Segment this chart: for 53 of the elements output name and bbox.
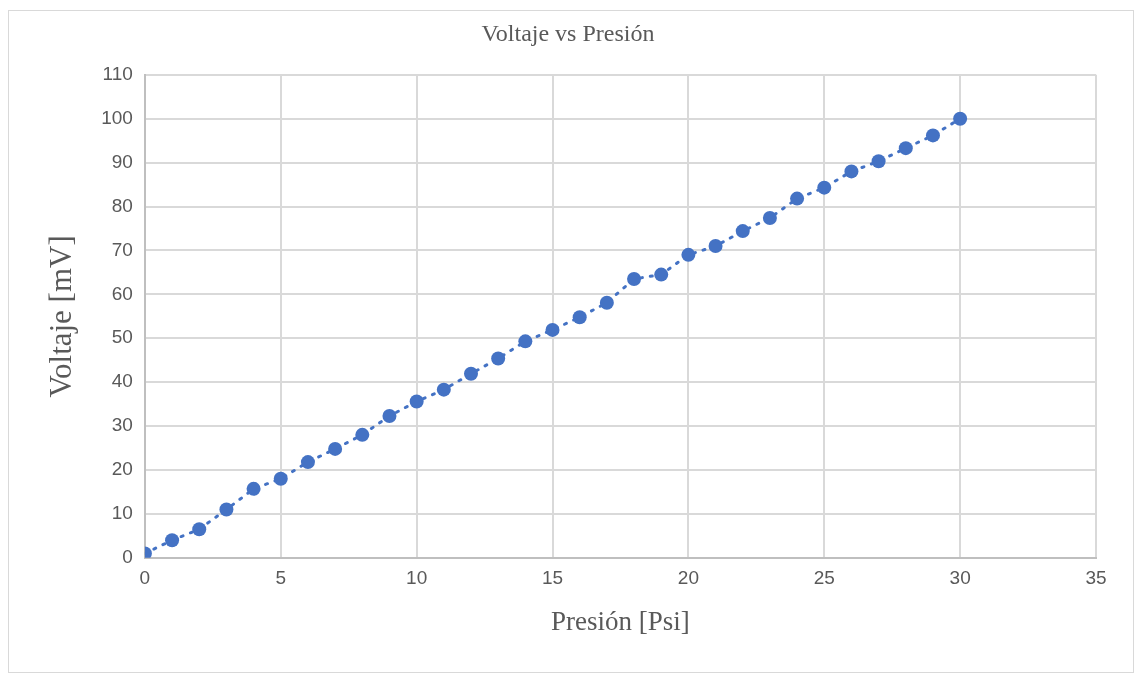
point xyxy=(463,366,478,381)
x-tick-label: 20 xyxy=(677,567,699,589)
y-tick-label: 110 xyxy=(102,63,133,85)
x-tick-label: 30 xyxy=(949,567,971,589)
y-tick-label: 0 xyxy=(122,546,133,568)
point xyxy=(790,191,805,206)
point xyxy=(165,533,180,548)
point xyxy=(409,394,424,409)
point xyxy=(328,441,343,456)
x-axis-title: Presión [Psi] xyxy=(551,605,690,636)
point xyxy=(300,455,315,470)
point xyxy=(246,481,261,496)
x-tick-label: 0 xyxy=(139,567,151,589)
y-tick-label: 10 xyxy=(111,502,133,524)
point xyxy=(436,382,451,397)
y-tick-label: 100 xyxy=(101,106,133,128)
y-tick-label: 70 xyxy=(111,238,133,260)
x-tick-label: 10 xyxy=(406,567,428,589)
point xyxy=(762,210,777,225)
point xyxy=(898,141,913,156)
y-tick-label: 60 xyxy=(111,282,133,304)
point xyxy=(654,267,669,282)
x-tick-label: 35 xyxy=(1085,567,1107,589)
x-tick-label: 15 xyxy=(541,567,564,589)
x-tick-label: 25 xyxy=(813,567,835,589)
point xyxy=(382,408,397,423)
point xyxy=(925,128,940,143)
y-axis-title: Voltaje [mV] xyxy=(42,235,78,398)
chart-title: Voltaje vs Presión xyxy=(481,19,655,46)
point xyxy=(953,111,968,126)
point xyxy=(518,334,533,349)
y-tick-label: 80 xyxy=(111,194,133,216)
point xyxy=(355,427,370,442)
point xyxy=(491,351,506,366)
point xyxy=(735,224,750,239)
x-tick-label: 5 xyxy=(275,567,287,589)
point xyxy=(817,180,832,195)
point xyxy=(627,271,642,286)
point xyxy=(273,471,288,486)
point xyxy=(192,522,207,537)
point xyxy=(708,239,723,254)
y-tick-label: 90 xyxy=(111,150,133,172)
point xyxy=(599,295,614,310)
point xyxy=(681,247,696,262)
y-tick-label: 50 xyxy=(111,326,133,348)
point xyxy=(572,310,587,325)
y-tick-label: 40 xyxy=(111,370,133,392)
y-tick-label: 20 xyxy=(111,458,133,480)
point xyxy=(871,154,886,169)
point xyxy=(545,322,560,337)
y-tick-label: 30 xyxy=(111,414,133,436)
point xyxy=(219,502,234,517)
point xyxy=(844,164,859,179)
